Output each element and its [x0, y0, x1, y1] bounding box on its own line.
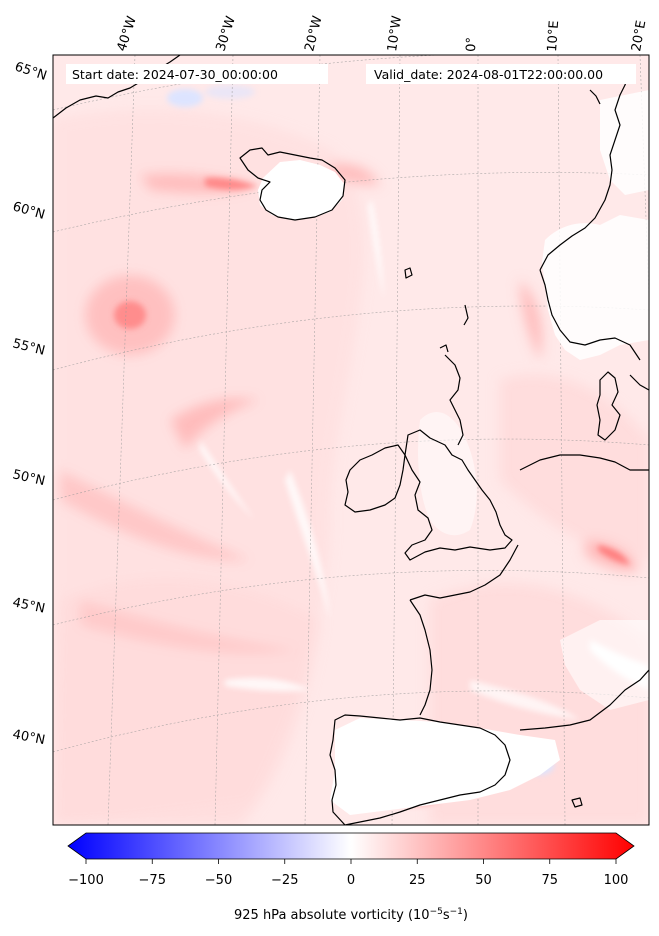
ireland-coast — [344, 444, 406, 513]
colorbar-tick-label: 100 — [604, 873, 629, 888]
lat-label-45n: 45°N — [11, 595, 46, 616]
colorbar-tick-label: −75 — [139, 873, 166, 888]
france-coast — [409, 544, 519, 601]
lon-label-20e: 20°E — [629, 19, 649, 52]
vorticity-field-patches — [53, 110, 649, 825]
colorbar-tick-label: −100 — [68, 873, 104, 888]
colorbar-ticks: −100 −75 −50 −25 0 25 50 75 100 — [68, 859, 628, 888]
start-date-label: Start date: 2024-07-30_00:00:00 — [72, 67, 278, 82]
norway-south-coast — [539, 269, 641, 361]
faroe — [404, 267, 413, 279]
colorbar-tick-label: 75 — [541, 873, 558, 888]
coastlines — [53, 55, 649, 825]
start-date-box — [66, 64, 328, 84]
lon-label-30w: 30°W — [214, 14, 239, 53]
norway-coast — [539, 69, 631, 271]
lat-label-40n: 40°N — [11, 727, 46, 748]
colorbar-bar — [67, 832, 635, 860]
svalbard-frag — [589, 89, 601, 105]
lon-label-10w: 10°W — [385, 15, 405, 53]
colorbar-tick-label: −25 — [271, 873, 298, 888]
lon-label-10e: 10°E — [545, 20, 562, 52]
colorbar: −100 −75 −50 −25 0 25 50 75 100 925 hPa absolute… — [67, 832, 635, 923]
lon-label-40w: 40°W — [115, 14, 140, 53]
colorbar-title: 925 hPa absolute vorticity (10−5s−1) — [234, 907, 468, 923]
lat-label-60n: 60°N — [11, 199, 47, 222]
lat-label-55n: 55°N — [11, 336, 46, 358]
colorbar-tick-label: −50 — [205, 873, 232, 888]
iceland-coast — [239, 147, 346, 221]
valid-date-label: Valid_date: 2024-08-01T22:00:00.00 — [374, 67, 603, 82]
map-frame — [52, 54, 650, 826]
lon-label-0: 0° — [464, 37, 480, 52]
map-area — [53, 55, 649, 825]
britain-coast — [404, 429, 513, 561]
colorbar-tick-label: 25 — [409, 873, 426, 888]
continent-north-coast — [519, 454, 649, 471]
valid-date-box — [366, 64, 636, 84]
sweden-coast — [629, 374, 649, 391]
iberia-coast — [329, 714, 511, 825]
shetland — [463, 304, 469, 326]
scotland-coast — [444, 354, 464, 446]
longitude-labels: 40°W 30°W 20°W 10°W 0° 10°E 20°E — [115, 14, 650, 53]
lon-label-20w: 20°W — [302, 14, 325, 53]
lat-label-50n: 50°N — [11, 467, 46, 489]
colorbar-tick-label: 0 — [347, 873, 355, 888]
colorbar-tick-label: 50 — [475, 873, 492, 888]
mallorca — [571, 797, 583, 808]
latitude-labels: 65°N 60°N 55°N 50°N 45°N 40°N — [11, 60, 49, 749]
france-west-coast — [409, 599, 433, 716]
mediterranean-coast — [519, 669, 649, 731]
orkney — [439, 344, 449, 353]
denmark-coast — [596, 371, 621, 441]
lat-label-65n: 65°N — [13, 60, 49, 84]
